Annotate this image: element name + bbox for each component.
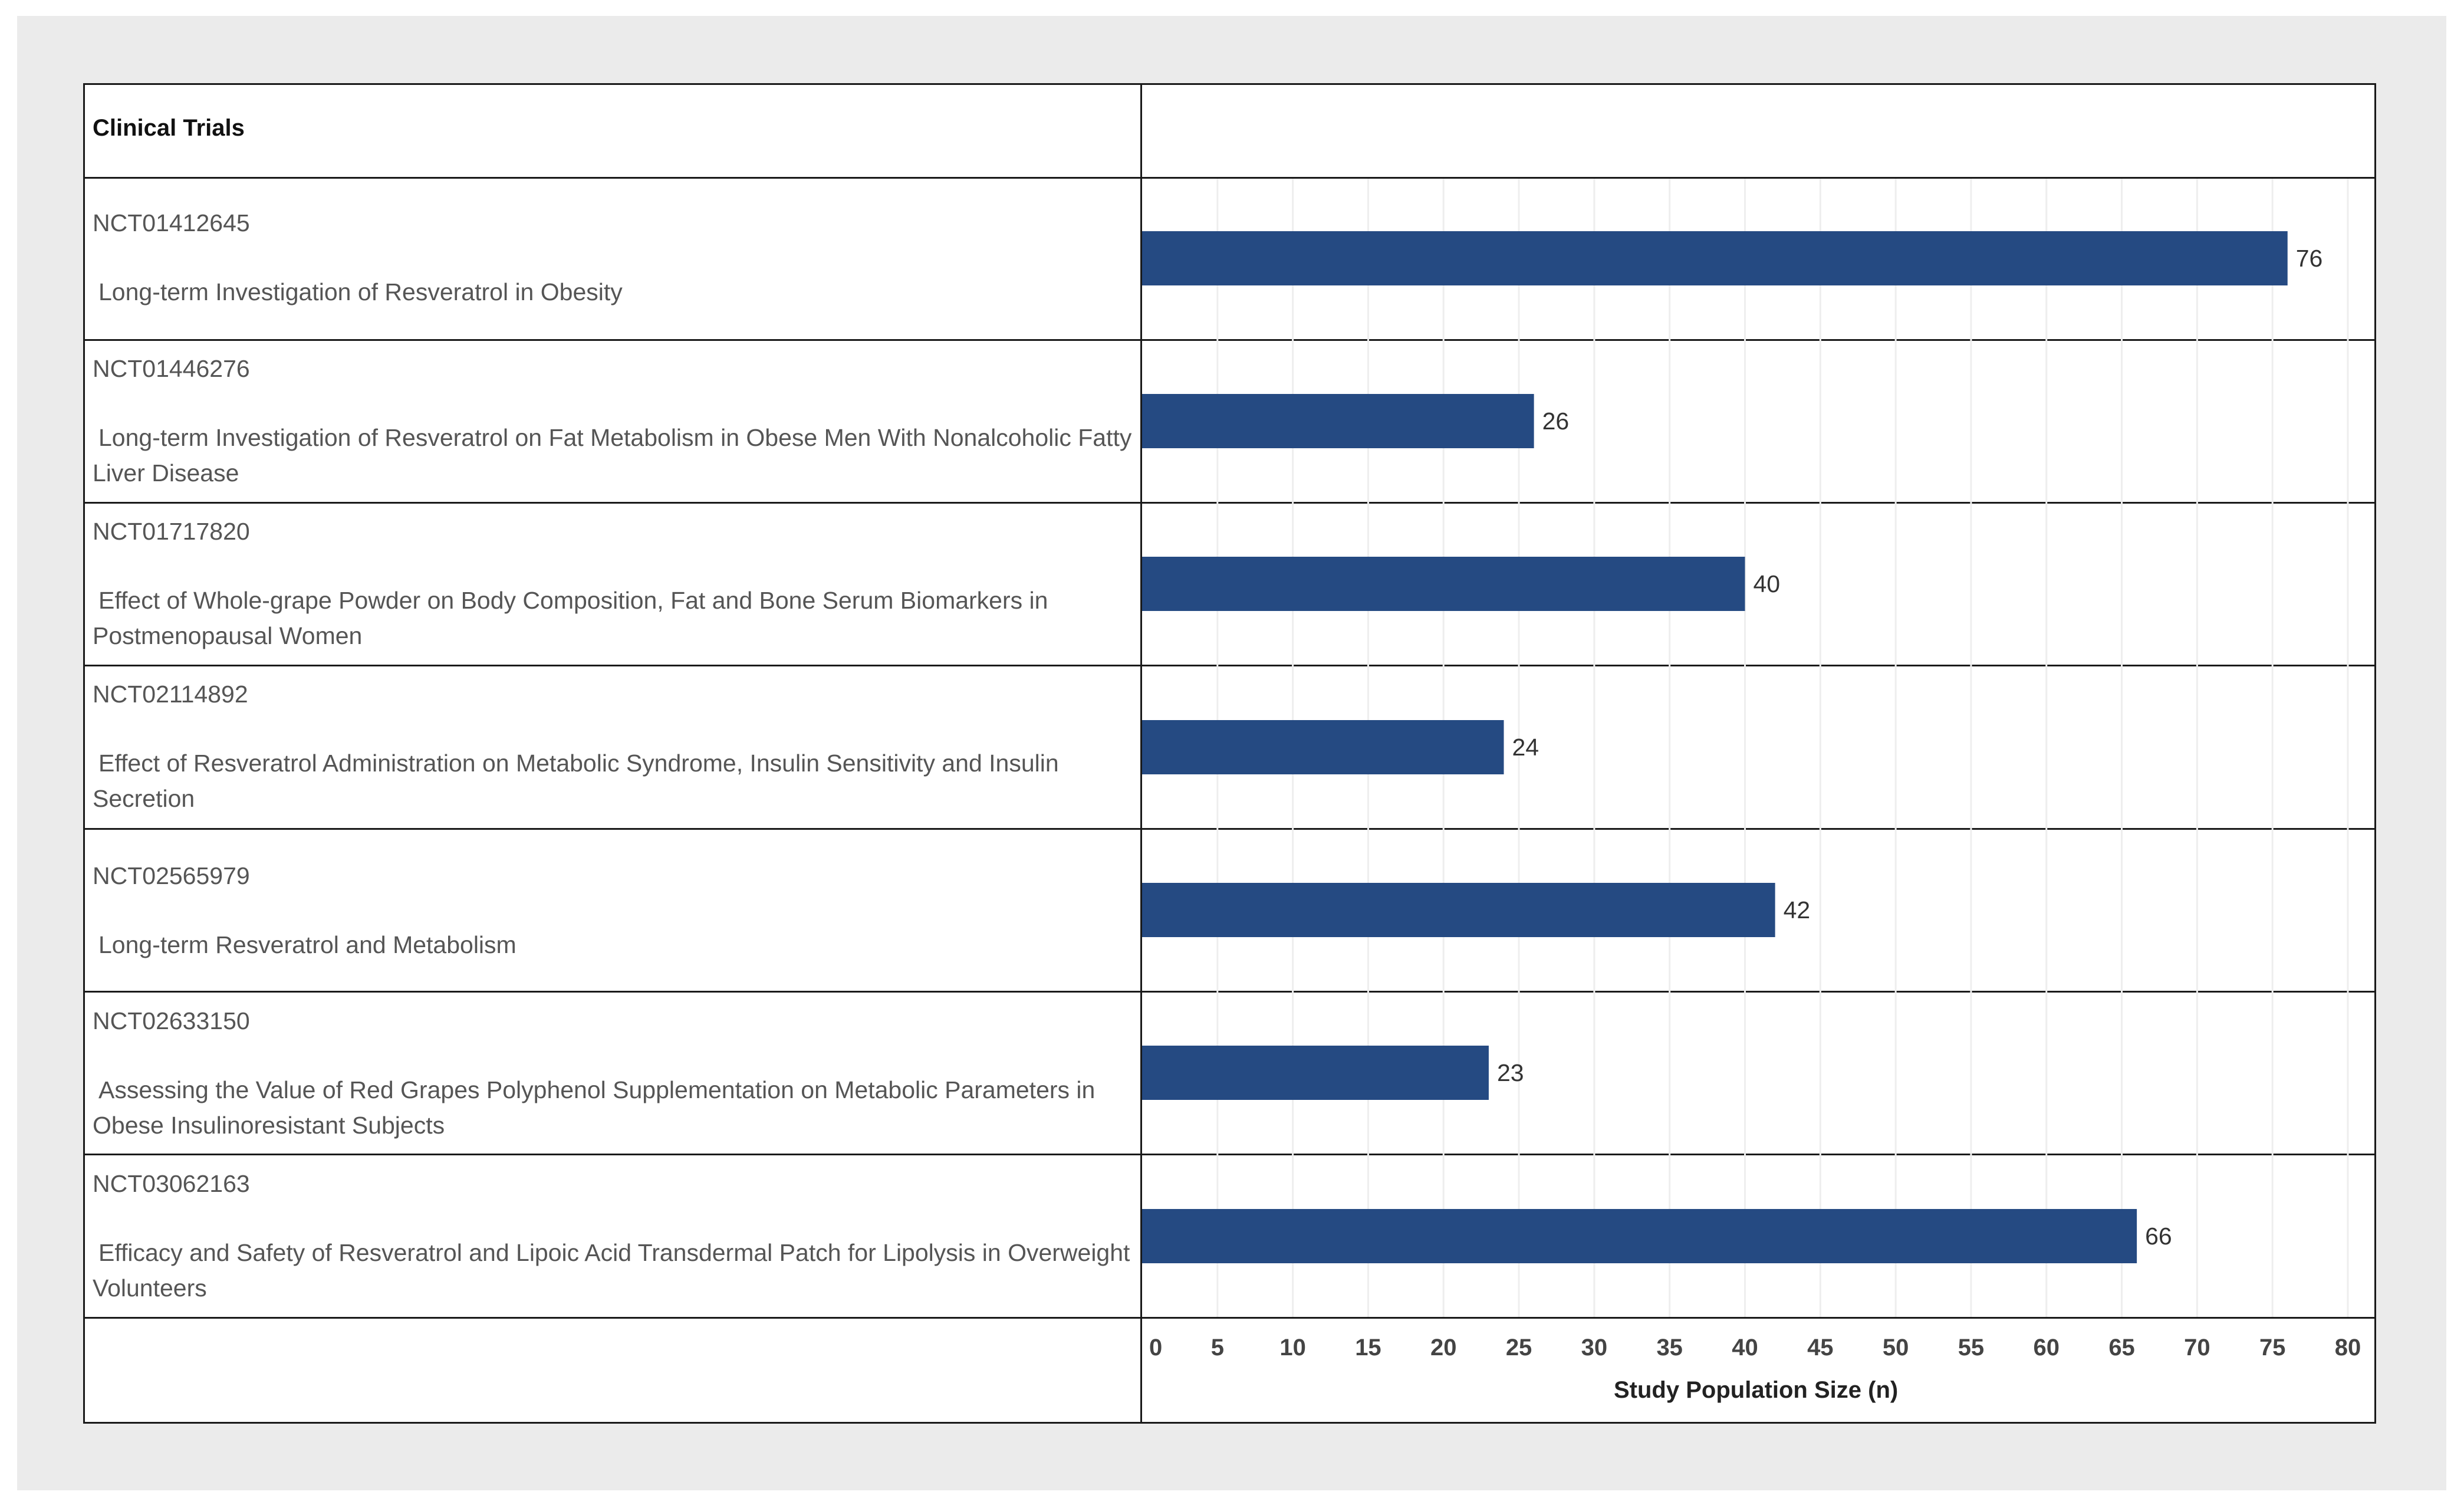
trial-title: Effect of Whole-grape Powder on Body Com… (93, 587, 1048, 649)
trial-title: Efficacy and Safety of Resveratrol and L… (93, 1239, 1130, 1302)
x-tick-label: 20 (1430, 1335, 1457, 1361)
trial-title: Long-term Resveratrol and Metabolism (98, 931, 517, 958)
data-label-NCT01412645: 76 (2296, 245, 2323, 272)
x-tick-label: 75 (2259, 1335, 2286, 1361)
data-label-NCT03062163: 66 (2145, 1223, 2172, 1250)
x-tick-label: 10 (1279, 1335, 1306, 1361)
x-tick-label: 80 (2335, 1335, 2361, 1361)
x-tick-label: 5 (1211, 1335, 1224, 1361)
x-tick-label: 15 (1355, 1335, 1381, 1361)
trial-title: Long-term Investigation of Resveratrol o… (93, 424, 1132, 487)
trial-id: NCT01446276 (93, 355, 250, 382)
x-tick-label: 35 (1656, 1335, 1683, 1361)
bar-NCT02633150 (1142, 1046, 1489, 1100)
trial-id: NCT02565979 (93, 862, 250, 889)
table-header-label: Clinical Trials (93, 115, 245, 141)
x-tick-label: 0 (1149, 1335, 1162, 1361)
x-tick-label: 40 (1732, 1335, 1758, 1361)
trial-title: Effect of Resveratrol Administration on … (93, 750, 1059, 812)
row-divider (83, 177, 2376, 179)
bar-NCT01412645 (1142, 231, 2288, 285)
trial-id: NCT01412645 (93, 209, 250, 236)
x-tick-label: 25 (1506, 1335, 1532, 1361)
row-divider (83, 991, 2376, 993)
data-label-NCT02633150: 23 (1497, 1059, 1524, 1086)
data-label-NCT01717820: 40 (1754, 570, 1781, 597)
trial-id: NCT03062163 (93, 1170, 250, 1197)
bar-NCT03062163 (1142, 1209, 2137, 1263)
x-tick-label: 60 (2034, 1335, 2060, 1361)
row-divider (83, 339, 2376, 341)
column-divider (1140, 83, 1142, 1424)
x-tick-label: 55 (1958, 1335, 1985, 1361)
data-label-NCT01446276: 26 (1542, 408, 1570, 435)
x-tick-label: 65 (2108, 1335, 2135, 1361)
x-tick-label: 30 (1581, 1335, 1608, 1361)
bar-NCT01717820 (1142, 557, 1745, 611)
bar-NCT01446276 (1142, 394, 1534, 448)
trial-title: Assessing the Value of Red Grapes Polyph… (93, 1076, 1096, 1139)
trial-id: NCT01717820 (93, 518, 250, 545)
bar-NCT02114892 (1142, 720, 1504, 774)
x-tick-label: 50 (1883, 1335, 1909, 1361)
row-divider (83, 1317, 2376, 1319)
x-axis-title: Study Population Size (n) (1614, 1377, 1899, 1403)
data-label-NCT02114892: 24 (1512, 734, 1539, 761)
x-tick-label: 45 (1807, 1335, 1834, 1361)
bar-NCT02565979 (1142, 883, 1775, 937)
trial-title: Long-term Investigation of Resveratrol i… (98, 278, 623, 305)
trial-id: NCT02114892 (93, 681, 248, 708)
row-divider (83, 1154, 2376, 1155)
x-tick-label: 70 (2184, 1335, 2210, 1361)
row-divider (83, 828, 2376, 830)
row-divider (83, 502, 2376, 504)
trial-id: NCT02633150 (93, 1007, 250, 1034)
row-divider (83, 665, 2376, 666)
data-label-NCT02565979: 42 (1784, 896, 1811, 924)
